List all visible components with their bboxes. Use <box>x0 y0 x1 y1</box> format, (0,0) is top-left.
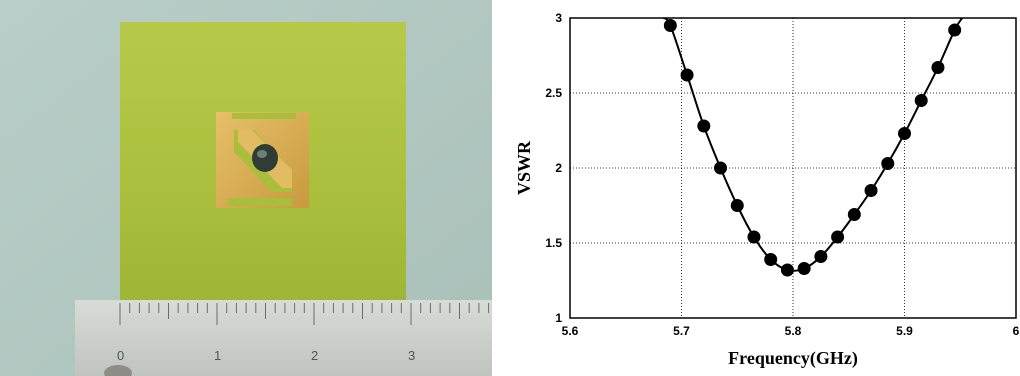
ruler-number-0: 0 <box>117 348 124 363</box>
data-point <box>697 119 711 133</box>
y-tick-label: 3 <box>555 11 562 25</box>
y-tick-label: 1.5 <box>545 236 562 250</box>
x-axis-title: Frequency(GHz) <box>728 348 858 369</box>
data-point <box>881 157 895 170</box>
data-point <box>780 263 794 277</box>
data-point <box>847 208 861 221</box>
x-tick-label: 5.7 <box>673 324 690 338</box>
x-tick-label: 6 <box>1013 324 1020 338</box>
ruler-number-2: 2 <box>311 348 318 363</box>
plot-frame <box>569 17 1017 319</box>
vswr-series-markers <box>663 19 962 277</box>
data-point <box>831 230 845 244</box>
patch-antenna <box>216 112 309 208</box>
data-point <box>747 230 761 244</box>
data-point <box>764 253 778 266</box>
data-point <box>663 19 677 32</box>
ruler-number-3: 3 <box>408 348 415 363</box>
y-tick-label: 2 <box>555 161 562 175</box>
x-tick-label: 5.8 <box>785 324 802 338</box>
data-point <box>730 199 744 212</box>
y-tick-label: 2.5 <box>545 86 562 100</box>
data-point <box>864 184 878 197</box>
data-point <box>680 68 694 82</box>
data-point <box>948 23 962 37</box>
data-point <box>814 250 828 263</box>
vswr-series-line <box>662 17 964 272</box>
feed-connector <box>252 144 278 172</box>
y-axis-title: VSWR <box>514 140 534 195</box>
y-axis-ticks: 1 1.5 2 2.5 3 <box>545 11 562 325</box>
data-point <box>898 127 911 140</box>
x-tick-label: 5.9 <box>896 324 913 338</box>
antenna-photo: 0 1 2 3 <box>0 0 492 376</box>
data-point <box>931 61 945 74</box>
vswr-chart: 5.6 5.7 5.8 5.9 6 1 1.5 2 2.5 3 Frequency(GHz) V… <box>514 11 1020 369</box>
y-tick-label: 1 <box>555 311 562 325</box>
ruler-number-1: 1 <box>214 348 221 363</box>
data-point <box>797 262 811 275</box>
data-point <box>914 94 928 107</box>
x-tick-label: 5.6 <box>562 324 579 338</box>
x-axis-ticks: 5.6 5.7 5.8 5.9 6 <box>562 324 1020 338</box>
data-point <box>714 161 728 175</box>
ruler: 0 1 2 3 <box>75 300 492 376</box>
